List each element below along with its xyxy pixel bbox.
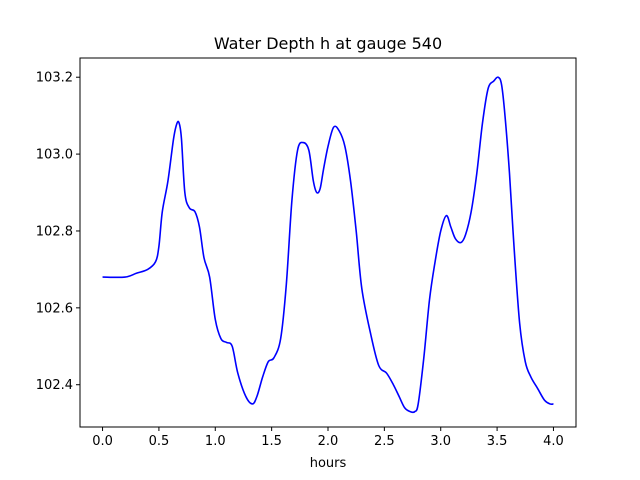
x-tick-label: 3.0 xyxy=(430,434,451,449)
x-tick-label: 0.5 xyxy=(149,434,170,449)
series-line-0 xyxy=(102,76,554,414)
x-tick-label: 1.5 xyxy=(261,434,282,449)
plot-area xyxy=(102,76,554,414)
x-axis-label: hours xyxy=(310,456,347,471)
y-tick-label: 102.4 xyxy=(36,378,73,393)
x-tick-label: 2.5 xyxy=(374,434,395,449)
x-tick-label: 3.5 xyxy=(487,434,508,449)
y-tick-label: 103.0 xyxy=(36,148,73,163)
y-tick-label: 103.2 xyxy=(36,71,73,86)
x-tick-label: 0.0 xyxy=(92,434,113,449)
axes: 0.0 0.5 1.0 1.5 2.0 2.5 3.0 3.5 4.0 102.4 102.6 102… xyxy=(36,57,577,449)
x-tick-label: 1.0 xyxy=(205,434,226,449)
y-tick-label: 102.8 xyxy=(36,224,73,239)
chart-title: Water Depth h at gauge 540 xyxy=(214,34,442,53)
x-tick-label: 4.0 xyxy=(543,434,564,449)
x-tick-label: 2.0 xyxy=(318,434,339,449)
y-tick-label: 102.6 xyxy=(36,301,73,316)
